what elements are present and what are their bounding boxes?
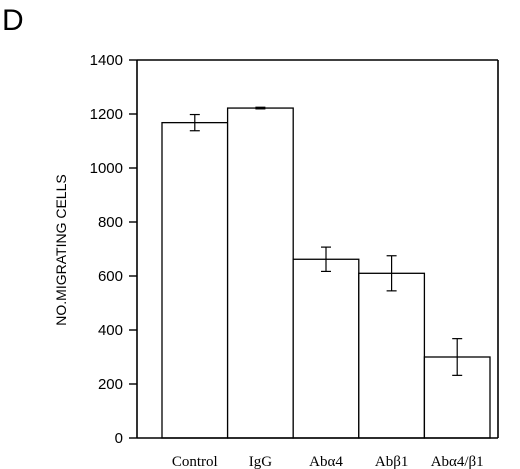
y-tick-label-1: 200 — [98, 376, 123, 393]
error-bars — [189, 106, 463, 376]
bar-2 — [292, 258, 360, 439]
x-tick-label-2: Abα4 — [309, 454, 343, 469]
x-axis-labels: Control IgG Abα4 Abβ1 Abα4/β1 — [172, 454, 484, 469]
y-tick-label-7: 1400 — [90, 52, 123, 69]
y-axis-title: NO.MIGRATING CELLS — [53, 174, 69, 325]
x-tick-label-0: Control — [172, 454, 218, 469]
x-tick-label-4: Abα4/β1 — [431, 454, 484, 469]
bar-3 — [358, 272, 426, 439]
y-tick-label-4: 800 — [98, 214, 123, 231]
x-tick-label-1: IgG — [249, 454, 272, 469]
y-tick-label-6: 1200 — [90, 106, 123, 123]
y-tick-label-3: 600 — [98, 268, 123, 285]
y-tick-label-5: 1000 — [90, 160, 123, 177]
x-tick-label-3: Abβ1 — [375, 454, 408, 469]
y-tick-label-0: 0 — [115, 430, 123, 447]
bar-1 — [226, 107, 294, 439]
bars — [161, 107, 491, 439]
panel-label: D — [2, 4, 24, 37]
axes — [136, 59, 499, 439]
y-axis-ticks: 0 200 400 600 800 1000 1200 1400 — [90, 52, 137, 447]
y-tick-label-2: 400 — [98, 322, 123, 339]
bar-0 — [161, 121, 229, 439]
